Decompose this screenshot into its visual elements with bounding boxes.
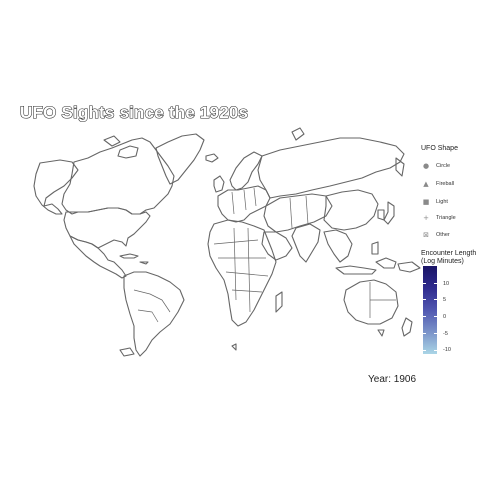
colorbar-tick	[423, 333, 426, 334]
color-legend: Encounter Length (Log Minutes) 10 5 0 -5…	[421, 250, 479, 354]
europe-border	[231, 191, 235, 215]
colorbar-tick-label: -5	[443, 331, 448, 337]
alaska-outline	[33, 159, 79, 215]
novaya-zemlya-outline	[291, 127, 305, 141]
madagascar-outline	[275, 291, 283, 313]
triangle-filled-icon: ▲	[423, 180, 429, 188]
colorbar-tick-label: 0	[443, 314, 447, 320]
colorbar-tick	[423, 283, 426, 284]
map-title: UFO Sights since the 1920s	[19, 102, 249, 122]
new-guinea-outline	[397, 261, 421, 273]
scandinavia-outline	[229, 151, 263, 191]
square-icon: ■	[422, 198, 430, 206]
colorbar-tick	[423, 299, 426, 300]
africa-border	[225, 271, 269, 277]
shape-legend-item: + Triangle	[421, 212, 456, 224]
colorbar-tick	[423, 316, 426, 317]
shape-legend-label: Light	[436, 199, 448, 205]
arctic-island-outline	[117, 145, 139, 159]
color-gradient-bar	[423, 266, 437, 354]
colorbar-tick-label: 5	[443, 297, 447, 303]
shape-legend-label: Triangle	[436, 215, 456, 221]
boxed-x-icon: ⊠	[423, 231, 429, 239]
central-asia-border	[305, 195, 309, 225]
shape-legend-item: ● Circle	[421, 160, 450, 172]
mexico-outline	[69, 235, 127, 279]
year-label: Year: 1906	[368, 374, 417, 385]
africa-border	[233, 227, 237, 301]
south-america-border	[133, 289, 171, 313]
colorbar-tick	[434, 283, 437, 284]
shape-legend: UFO Shape ● Circle ▲ Fireball ■ Light + …	[421, 145, 479, 239]
colorbar-tick-label: -10	[443, 347, 451, 353]
africa-border	[213, 239, 259, 245]
plus-icon: +	[423, 214, 429, 222]
caribbean-outline	[139, 261, 149, 265]
colorbar-tick	[434, 316, 437, 317]
circle-icon: ●	[422, 162, 430, 170]
korea-outline	[377, 209, 385, 221]
colorbar-tick	[434, 333, 437, 334]
europe-outline	[217, 185, 271, 223]
shape-legend-item: ⊠ Other	[421, 229, 450, 241]
japan-outline	[383, 201, 395, 225]
greenland-outline	[155, 133, 205, 185]
colorbar-tick	[423, 350, 426, 351]
tasmania-outline	[377, 329, 385, 337]
europe-border	[253, 187, 257, 207]
shape-legend-label: Other	[436, 232, 450, 238]
central-asia-border	[289, 197, 293, 229]
colorbar-tick-label: 10	[443, 281, 450, 287]
australia-outline	[343, 279, 399, 325]
central-asia-outline	[263, 193, 333, 233]
china-outline	[323, 189, 379, 231]
antarctic-outline	[119, 347, 135, 357]
indonesia-outline	[375, 257, 397, 269]
south-america-outline	[123, 271, 185, 357]
new-zealand-outline	[401, 317, 413, 337]
philippines-outline	[371, 241, 379, 255]
shape-legend-label: Fireball	[436, 181, 455, 187]
color-legend-subtitle: (Log Minutes)	[421, 258, 464, 265]
indonesia-outline	[335, 265, 377, 275]
shape-legend-item: ▲ Fireball	[421, 178, 454, 190]
colorbar-tick	[434, 299, 437, 300]
color-legend-title: Encounter Length	[421, 250, 477, 257]
kamchatka-outline	[395, 157, 405, 177]
shape-legend-label: Circle	[436, 163, 451, 169]
usa-outline	[63, 207, 151, 249]
colorbar-tick	[434, 350, 437, 351]
caribbean-outline	[119, 253, 139, 259]
africa-border	[231, 289, 263, 293]
arabia-outline	[261, 231, 293, 261]
antarctic-outline	[231, 343, 237, 351]
se-asia-outline	[323, 229, 353, 263]
south-america-border	[137, 309, 159, 323]
africa-outline	[207, 219, 277, 327]
russia-outline	[257, 137, 405, 199]
shape-legend-title: UFO Shape	[421, 145, 458, 152]
iceland-outline	[205, 153, 219, 163]
uk-outline	[213, 175, 225, 193]
europe-border	[243, 189, 247, 211]
shape-legend-item: ■ Light	[421, 196, 448, 208]
africa-border	[247, 227, 251, 313]
arctic-island-outline	[103, 135, 121, 147]
canada-outline	[61, 137, 175, 215]
india-outline	[291, 223, 321, 263]
